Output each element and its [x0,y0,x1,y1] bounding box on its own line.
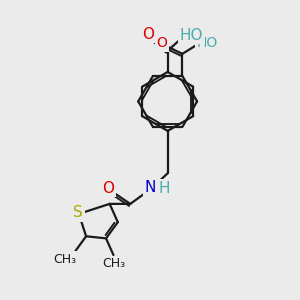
Text: N: N [144,180,156,195]
Text: HO: HO [179,28,203,43]
Text: O: O [156,36,167,50]
Text: O: O [142,27,154,42]
Text: CH₃: CH₃ [102,257,125,270]
Text: HO: HO [196,36,218,50]
Text: CH₃: CH₃ [53,253,76,266]
Text: O: O [103,181,115,196]
Text: H: H [158,181,169,196]
Text: S: S [74,205,83,220]
